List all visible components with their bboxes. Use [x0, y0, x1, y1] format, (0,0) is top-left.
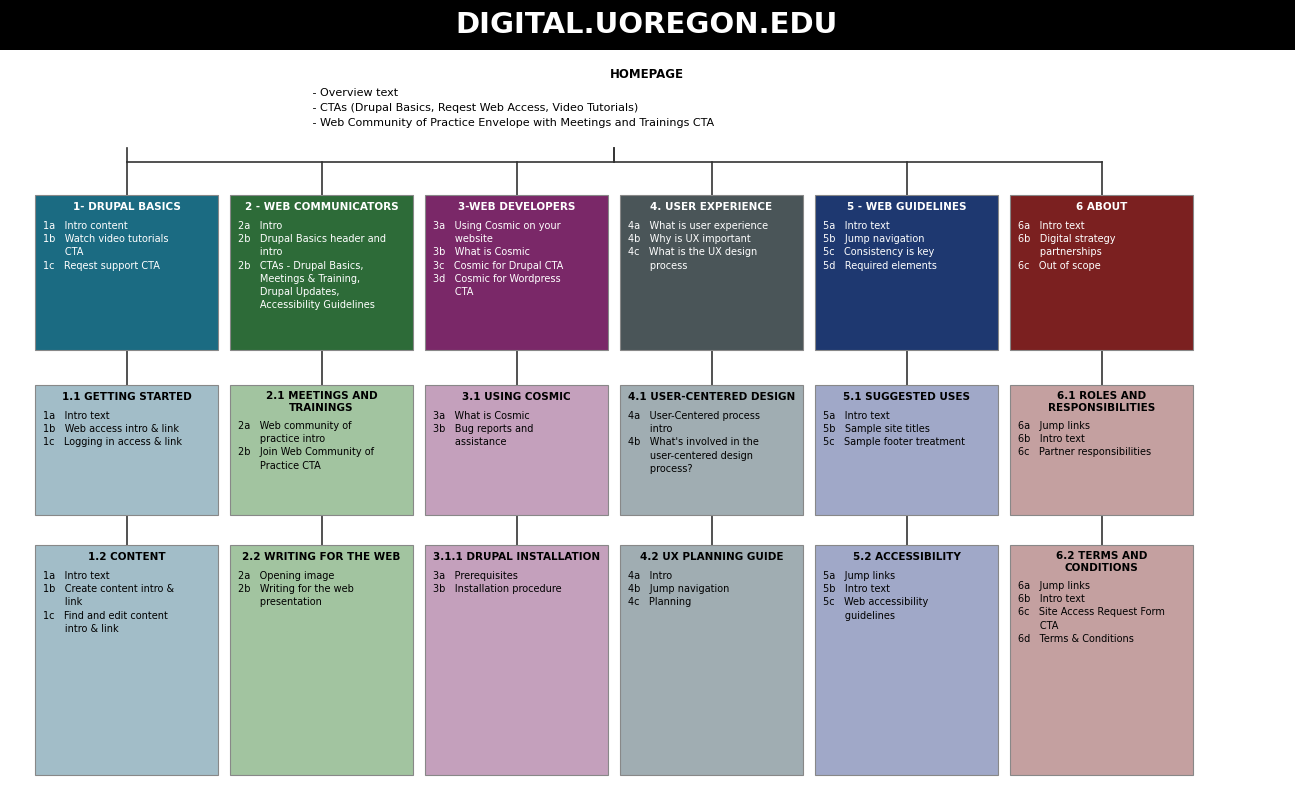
- Text: 5.1 SUGGESTED USES: 5.1 SUGGESTED USES: [843, 392, 970, 402]
- FancyBboxPatch shape: [1010, 385, 1193, 515]
- FancyBboxPatch shape: [425, 385, 607, 515]
- FancyBboxPatch shape: [231, 545, 413, 775]
- Text: 6a   Jump links
6b   Intro text
6c   Site Access Request Form
       CTA
6d   Te: 6a Jump links 6b Intro text 6c Site Acce…: [1018, 581, 1166, 644]
- Text: 2 - WEB COMMUNICATORS: 2 - WEB COMMUNICATORS: [245, 202, 399, 212]
- Text: 5 - WEB GUIDELINES: 5 - WEB GUIDELINES: [847, 202, 966, 212]
- Text: 1- DRUPAL BASICS: 1- DRUPAL BASICS: [73, 202, 180, 212]
- Text: 4a   What is user experience
4b   Why is UX important
4c   What is the UX design: 4a What is user experience 4b Why is UX …: [628, 221, 768, 271]
- FancyBboxPatch shape: [815, 545, 998, 775]
- Text: 1.2 CONTENT: 1.2 CONTENT: [88, 552, 166, 562]
- Text: 3a   What is Cosmic
3b   Bug reports and
       assistance: 3a What is Cosmic 3b Bug reports and ass…: [433, 411, 534, 447]
- FancyBboxPatch shape: [620, 545, 803, 775]
- FancyBboxPatch shape: [815, 195, 998, 350]
- Text: 3a   Using Cosmic on your
       website
3b   What is Cosmic
3c   Cosmic for Dru: 3a Using Cosmic on your website 3b What …: [433, 221, 563, 297]
- Text: 2a   Intro
2b   Drupal Basics header and
       intro
2b   CTAs - Drupal Basics,: 2a Intro 2b Drupal Basics header and int…: [238, 221, 386, 310]
- FancyBboxPatch shape: [1010, 195, 1193, 350]
- Text: 3.1 USING COSMIC: 3.1 USING COSMIC: [462, 392, 571, 402]
- Text: 4a   Intro
4b   Jump navigation
4c   Planning: 4a Intro 4b Jump navigation 4c Planning: [628, 571, 729, 608]
- Text: HOMEPAGE: HOMEPAGE: [610, 68, 684, 81]
- Text: 6.2 TERMS AND
CONDITIONS: 6.2 TERMS AND CONDITIONS: [1055, 551, 1147, 573]
- Text: 1a   Intro text
1b   Web access intro & link
1c   Logging in access & link: 1a Intro text 1b Web access intro & link…: [43, 411, 183, 447]
- FancyBboxPatch shape: [425, 195, 607, 350]
- Text: - Overview text
     - CTAs (Drupal Basics, Reqest Web Access, Video Tutorials)
: - Overview text - CTAs (Drupal Basics, R…: [295, 88, 714, 128]
- Text: 2.2 WRITING FOR THE WEB: 2.2 WRITING FOR THE WEB: [242, 552, 400, 562]
- Text: 5a   Intro text
5b   Jump navigation
5c   Consistency is key
5d   Required eleme: 5a Intro text 5b Jump navigation 5c Cons…: [824, 221, 936, 271]
- Text: 3a   Prerequisites
3b   Installation procedure: 3a Prerequisites 3b Installation procedu…: [433, 571, 562, 594]
- Text: DIGITAL.UOREGON.EDU: DIGITAL.UOREGON.EDU: [456, 11, 838, 39]
- FancyBboxPatch shape: [1010, 545, 1193, 775]
- FancyBboxPatch shape: [35, 385, 218, 515]
- Text: 2.1 MEETINGS AND
TRAININGS: 2.1 MEETINGS AND TRAININGS: [265, 391, 377, 413]
- FancyBboxPatch shape: [815, 385, 998, 515]
- Text: 1.1 GETTING STARTED: 1.1 GETTING STARTED: [62, 392, 192, 402]
- FancyBboxPatch shape: [231, 385, 413, 515]
- Text: 4.1 USER-CENTERED DESIGN: 4.1 USER-CENTERED DESIGN: [628, 392, 795, 402]
- Text: 4a   User-Centered process
       intro
4b   What's involved in the
       user-: 4a User-Centered process intro 4b What's…: [628, 411, 760, 474]
- Text: 4.2 UX PLANNING GUIDE: 4.2 UX PLANNING GUIDE: [640, 552, 783, 562]
- FancyBboxPatch shape: [35, 195, 218, 350]
- FancyBboxPatch shape: [620, 195, 803, 350]
- Text: 2a   Web community of
       practice intro
2b   Join Web Community of
       Pr: 2a Web community of practice intro 2b Jo…: [238, 421, 374, 471]
- Text: 4. USER EXPERIENCE: 4. USER EXPERIENCE: [650, 202, 773, 212]
- Text: 3.1.1 DRUPAL INSTALLATION: 3.1.1 DRUPAL INSTALLATION: [433, 552, 600, 562]
- Text: 6 ABOUT: 6 ABOUT: [1076, 202, 1127, 212]
- Text: 3-WEB DEVELOPERS: 3-WEB DEVELOPERS: [458, 202, 575, 212]
- Text: 6a   Jump links
6b   Intro text
6c   Partner responsibilities: 6a Jump links 6b Intro text 6c Partner r…: [1018, 421, 1151, 457]
- Text: 5a   Jump links
5b   Intro text
5c   Web accessibility
       guidelines: 5a Jump links 5b Intro text 5c Web acces…: [824, 571, 929, 621]
- FancyBboxPatch shape: [620, 385, 803, 515]
- FancyBboxPatch shape: [425, 545, 607, 775]
- FancyBboxPatch shape: [35, 545, 218, 775]
- Text: 5.2 ACCESSIBILITY: 5.2 ACCESSIBILITY: [852, 552, 961, 562]
- Text: 2a   Opening image
2b   Writing for the web
       presentation: 2a Opening image 2b Writing for the web …: [238, 571, 354, 608]
- Text: 6.1 ROLES AND
RESPONSIBILITIES: 6.1 ROLES AND RESPONSIBILITIES: [1048, 391, 1155, 413]
- Text: 1a   Intro content
1b   Watch video tutorials
       CTA
1c   Reqest support CTA: 1a Intro content 1b Watch video tutorial…: [43, 221, 168, 271]
- Text: 1a   Intro text
1b   Create content intro &
       link
1c   Find and edit conte: 1a Intro text 1b Create content intro & …: [43, 571, 174, 634]
- Text: 6a   Intro text
6b   Digital strategy
       partnerships
6c   Out of scope: 6a Intro text 6b Digital strategy partne…: [1018, 221, 1115, 271]
- Text: 5a   Intro text
5b   Sample site titles
5c   Sample footer treatment: 5a Intro text 5b Sample site titles 5c S…: [824, 411, 965, 447]
- FancyBboxPatch shape: [0, 0, 1295, 50]
- FancyBboxPatch shape: [231, 195, 413, 350]
